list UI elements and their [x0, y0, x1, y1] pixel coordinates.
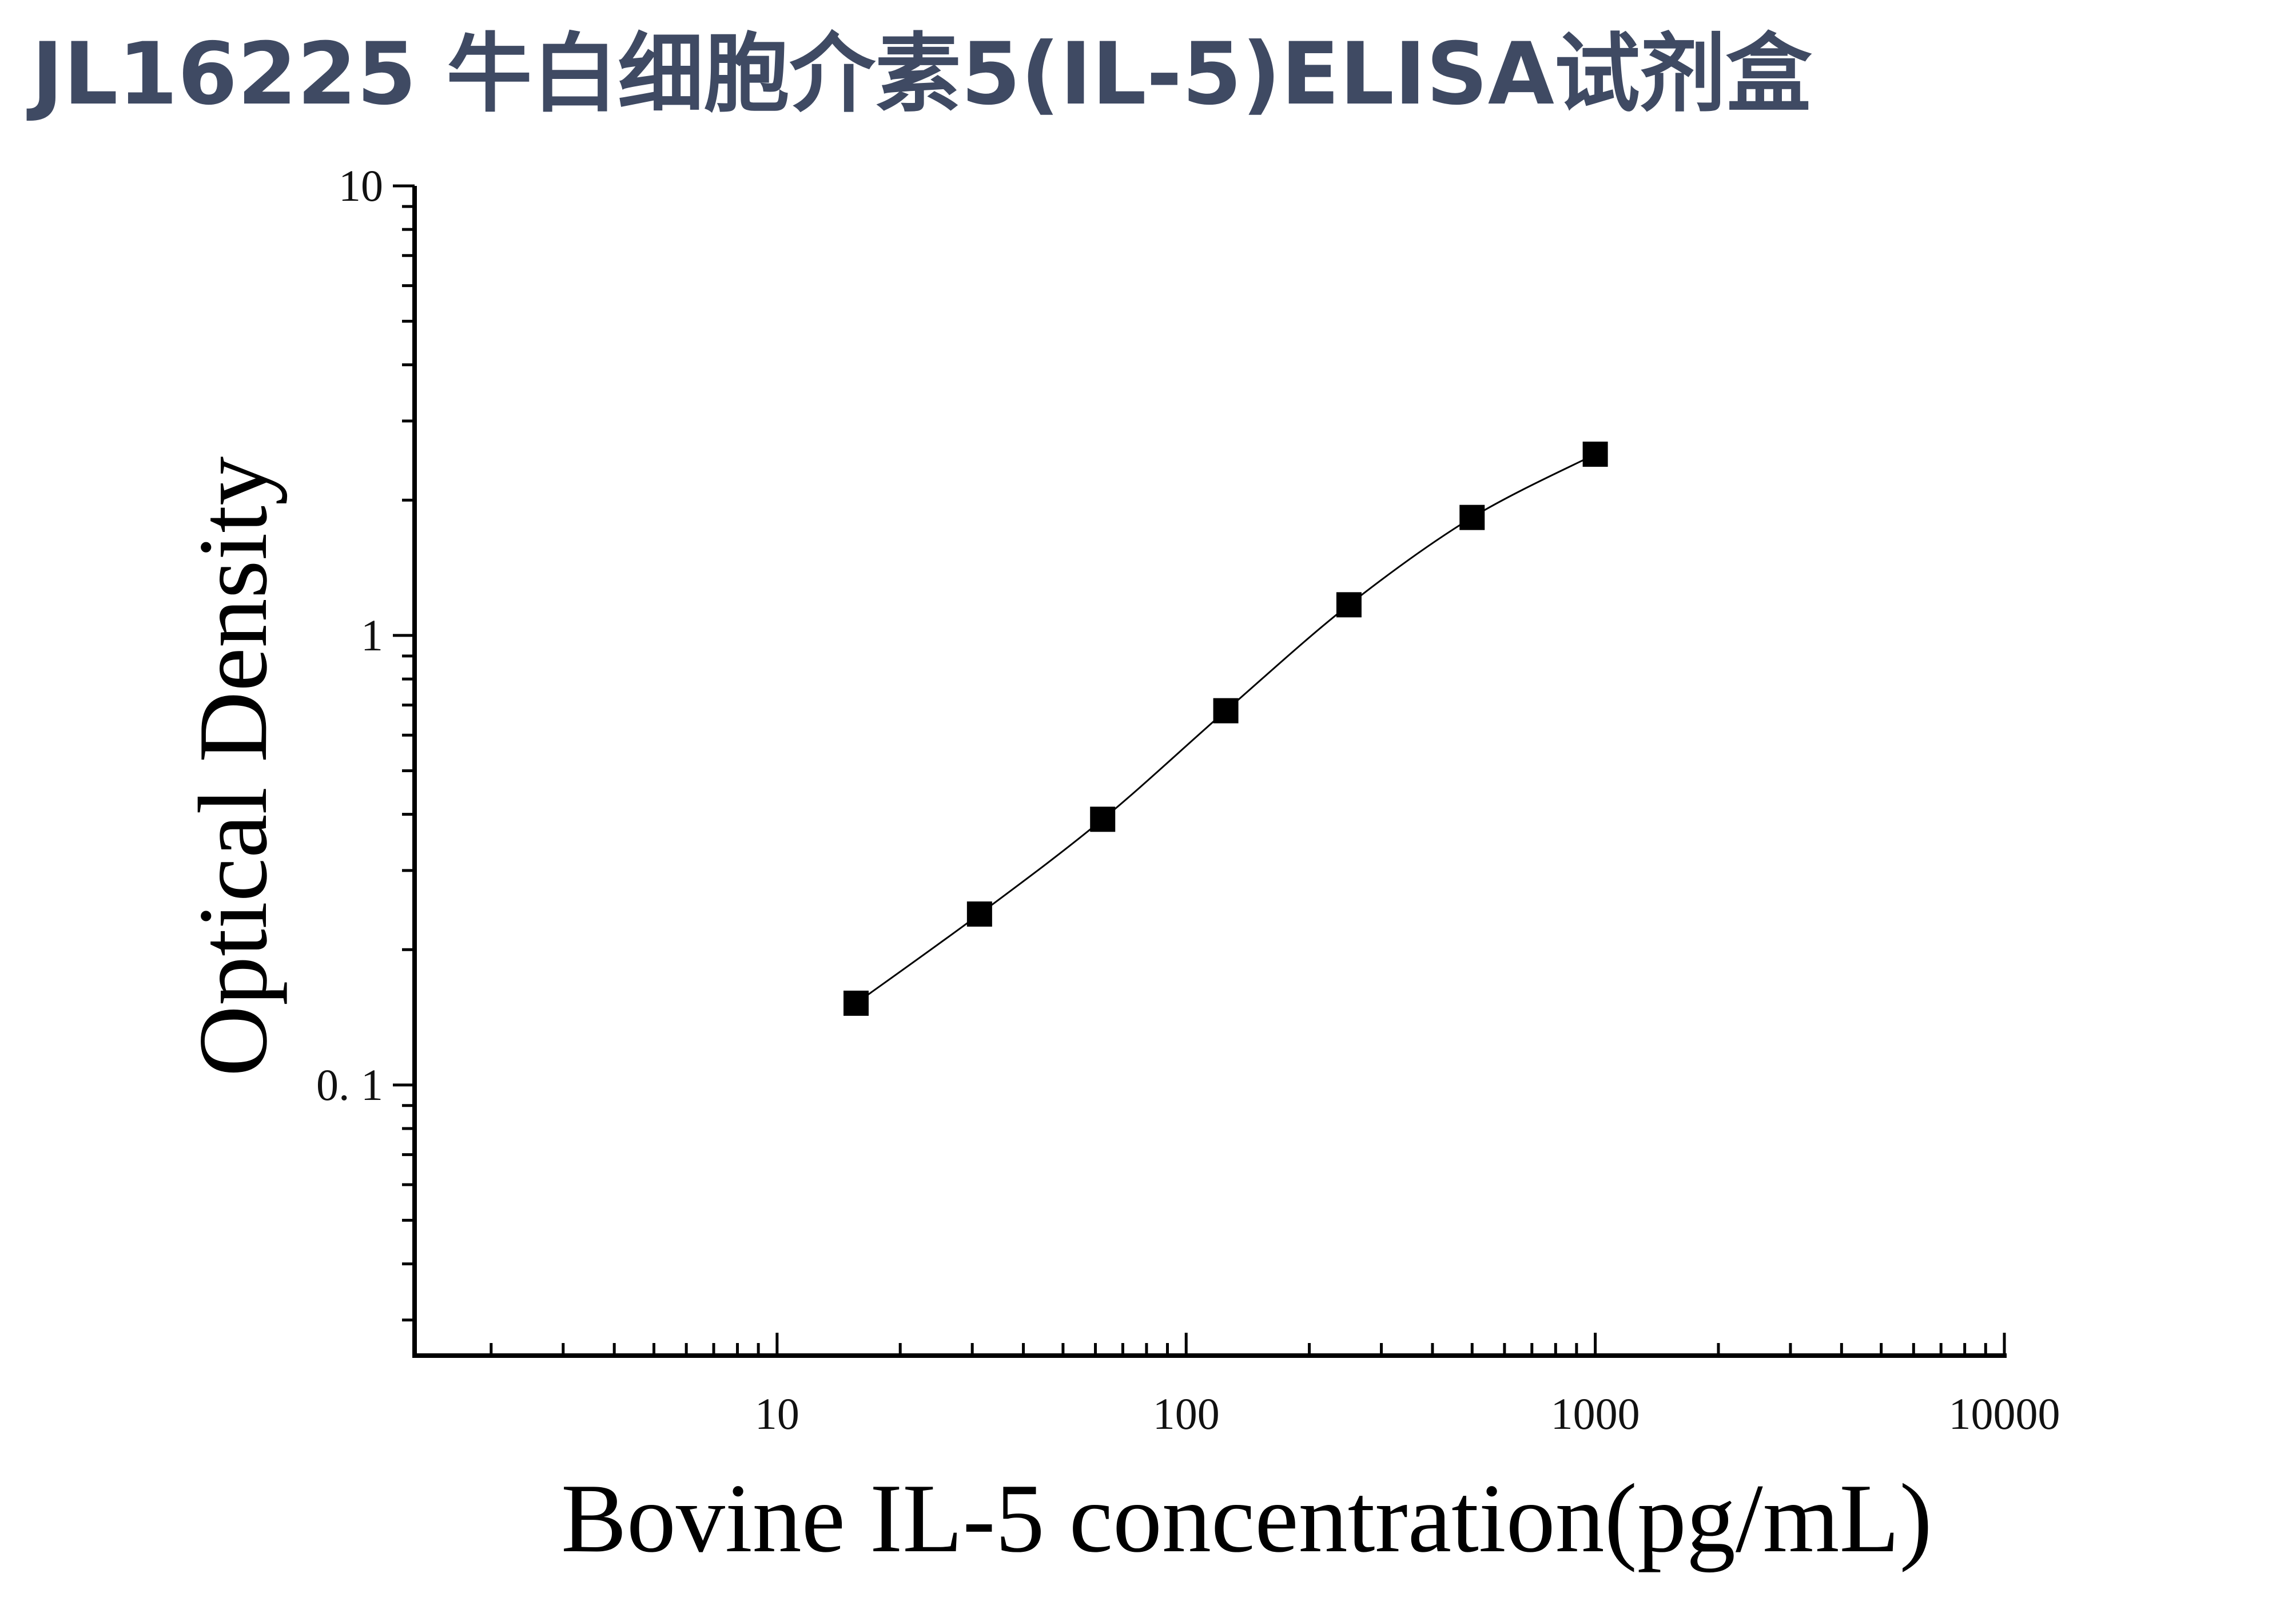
x-tick-label: 10: [755, 1389, 799, 1439]
y-axis-label: Optical Density: [179, 456, 288, 1076]
data-point: [1090, 807, 1116, 832]
data-points: [843, 442, 1608, 1016]
data-point: [843, 990, 869, 1016]
y-axis-ticks: 0. 1 1 10: [316, 161, 415, 1322]
data-point: [1213, 698, 1239, 724]
x-tick-label: 10000: [1949, 1389, 2060, 1439]
data-point: [966, 901, 992, 927]
y-tick-label: 1: [361, 610, 383, 660]
x-axis-ticks: 10 100 1000 10000: [490, 1333, 2060, 1439]
y-tick-label: 0. 1: [316, 1060, 383, 1110]
data-point: [1336, 592, 1362, 618]
axes: [412, 186, 2007, 1358]
data-point: [1582, 442, 1608, 467]
y-tick-label: 10: [339, 161, 383, 210]
x-tick-label: 1000: [1551, 1389, 1640, 1439]
x-axis-label: Bovine IL-5 concentration(pg/mL): [561, 1464, 1932, 1573]
page-title: JL16225 牛白细胞介素5(IL-5)ELISA试剂盒: [31, 25, 1812, 124]
x-tick-label: 100: [1153, 1389, 1220, 1439]
data-point: [1459, 504, 1485, 530]
